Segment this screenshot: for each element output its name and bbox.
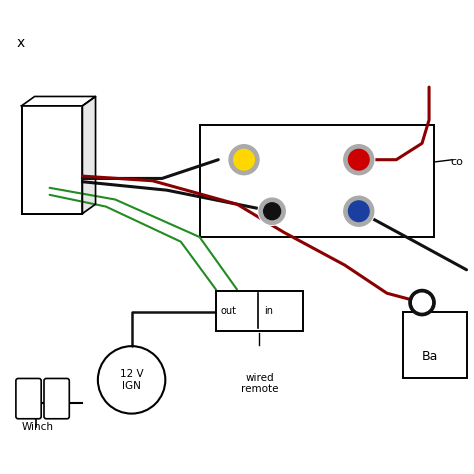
Text: in: in: [264, 306, 273, 316]
Bar: [216, 291, 302, 331]
Text: x: x: [17, 36, 25, 50]
Text: wired
remote: wired remote: [241, 373, 278, 394]
Bar: [403, 312, 466, 377]
Circle shape: [234, 149, 255, 170]
Circle shape: [228, 144, 260, 176]
Text: Winch: Winch: [21, 422, 54, 432]
Text: 12 V
IGN: 12 V IGN: [120, 369, 144, 391]
Circle shape: [264, 203, 281, 219]
Circle shape: [343, 144, 375, 176]
Bar: [21, 106, 82, 214]
Circle shape: [344, 196, 374, 226]
Bar: [200, 125, 434, 237]
Text: co: co: [450, 157, 463, 167]
Circle shape: [258, 197, 286, 225]
Polygon shape: [21, 97, 96, 106]
Circle shape: [259, 198, 285, 224]
Circle shape: [229, 145, 259, 175]
Text: out: out: [220, 306, 237, 316]
Bar: [21, 106, 82, 214]
Circle shape: [344, 145, 374, 175]
Circle shape: [348, 149, 369, 170]
Circle shape: [343, 195, 375, 227]
Circle shape: [409, 290, 435, 316]
Circle shape: [348, 201, 369, 221]
FancyBboxPatch shape: [44, 378, 69, 419]
Polygon shape: [82, 97, 96, 214]
Circle shape: [413, 293, 431, 312]
Text: Ba: Ba: [422, 350, 438, 363]
FancyBboxPatch shape: [16, 378, 41, 419]
